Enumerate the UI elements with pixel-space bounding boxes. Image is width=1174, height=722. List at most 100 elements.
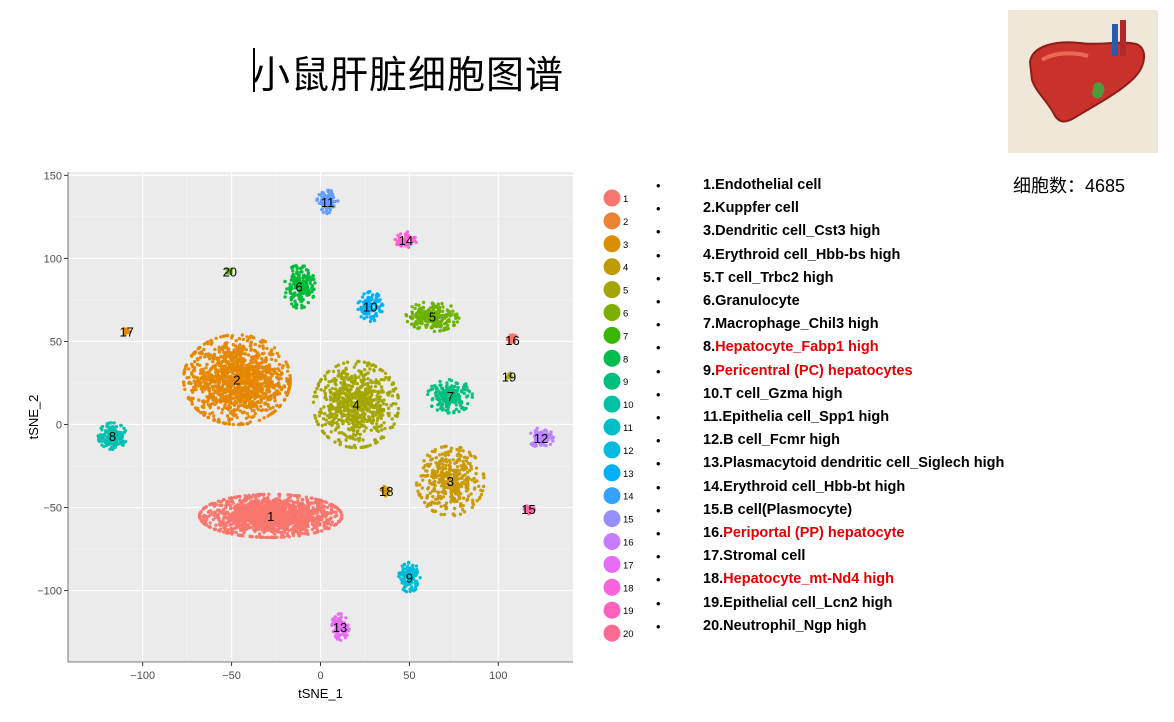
- data-point: [444, 463, 448, 468]
- data-point: [438, 383, 442, 387]
- data-point: [253, 402, 257, 406]
- data-point: [225, 510, 229, 514]
- data-point: [276, 367, 280, 371]
- data-point: [449, 304, 453, 308]
- data-point: [436, 398, 441, 402]
- data-point: [435, 464, 439, 468]
- data-point: [201, 369, 205, 373]
- data-point: [289, 522, 293, 526]
- data-point: [455, 465, 460, 469]
- data-point: [221, 345, 225, 349]
- data-point: [181, 380, 186, 384]
- data-point: [296, 530, 301, 535]
- data-point: [253, 342, 257, 347]
- data-point: [322, 520, 326, 525]
- data-point: [472, 454, 477, 459]
- data-point: [453, 313, 457, 317]
- data-point: [275, 521, 280, 526]
- data-point: [334, 410, 338, 414]
- data-point: [361, 375, 366, 379]
- data-point: [415, 583, 419, 587]
- data-point: [249, 503, 254, 508]
- data-point: [390, 394, 395, 398]
- data-point: [431, 468, 435, 472]
- data-point: [208, 357, 212, 361]
- data-point: [262, 492, 266, 496]
- data-point: [276, 527, 280, 531]
- data-point: [275, 392, 279, 396]
- data-point: [210, 411, 215, 415]
- data-point: [241, 512, 246, 516]
- data-point: [481, 472, 486, 476]
- data-point: [244, 364, 248, 368]
- data-point: [322, 504, 327, 509]
- data-point: [395, 414, 399, 418]
- liver-highlight: [1040, 51, 1089, 62]
- data-point: [195, 357, 200, 361]
- liver-icon: [1028, 41, 1145, 123]
- data-point: [319, 388, 323, 392]
- data-point: [217, 345, 221, 349]
- data-point: [231, 413, 235, 417]
- data-point: [362, 402, 366, 406]
- data-point: [391, 388, 396, 392]
- data-point: [249, 495, 253, 500]
- data-point: [347, 445, 352, 449]
- data-point: [276, 512, 280, 516]
- data-point: [323, 394, 328, 399]
- data-point: [440, 490, 444, 494]
- data-point: [230, 497, 234, 502]
- data-point: [275, 351, 280, 356]
- data-point: [249, 343, 253, 348]
- data-point: [256, 408, 261, 412]
- data-point: [241, 348, 245, 352]
- data-point: [366, 381, 370, 385]
- data-point: [448, 310, 452, 314]
- data-point: [320, 191, 325, 195]
- data-point: [277, 377, 281, 381]
- data-point: [365, 361, 369, 365]
- data-point: [286, 369, 290, 373]
- data-point: [202, 385, 207, 389]
- data-point: [421, 478, 425, 482]
- data-point: [298, 504, 302, 508]
- data-point: [462, 391, 466, 396]
- data-point: [325, 512, 329, 516]
- data-point: [247, 415, 251, 419]
- data-point: [452, 409, 456, 413]
- data-point: [465, 470, 470, 474]
- data-point: [271, 352, 275, 356]
- data-point: [220, 369, 224, 373]
- data-point: [254, 384, 258, 389]
- data-point: [242, 371, 246, 376]
- data-point: [301, 517, 306, 522]
- data-point: [257, 513, 261, 517]
- data-point: [118, 431, 123, 436]
- title-cursor-bar: [253, 48, 255, 92]
- data-point: [436, 497, 440, 501]
- data-point: [242, 503, 246, 507]
- data-point: [356, 424, 360, 429]
- data-point: [470, 505, 474, 510]
- data-point: [218, 387, 222, 392]
- data-point: [249, 340, 254, 344]
- data-point: [258, 385, 262, 390]
- data-point: [277, 492, 281, 497]
- data-point: [417, 325, 421, 330]
- data-point: [353, 423, 357, 427]
- data-point: [278, 403, 283, 408]
- data-point: [325, 211, 329, 216]
- data-point: [454, 486, 459, 490]
- data-point: [402, 562, 406, 567]
- data-point: [377, 407, 381, 411]
- data-point: [322, 524, 326, 528]
- data-point: [452, 506, 457, 511]
- data-point: [224, 501, 229, 505]
- data-point: [239, 362, 244, 366]
- data-point: [273, 532, 277, 536]
- data-point: [231, 527, 235, 531]
- data-point: [425, 496, 429, 500]
- data-point: [283, 504, 287, 508]
- data-point: [376, 400, 380, 404]
- data-point: [435, 501, 440, 506]
